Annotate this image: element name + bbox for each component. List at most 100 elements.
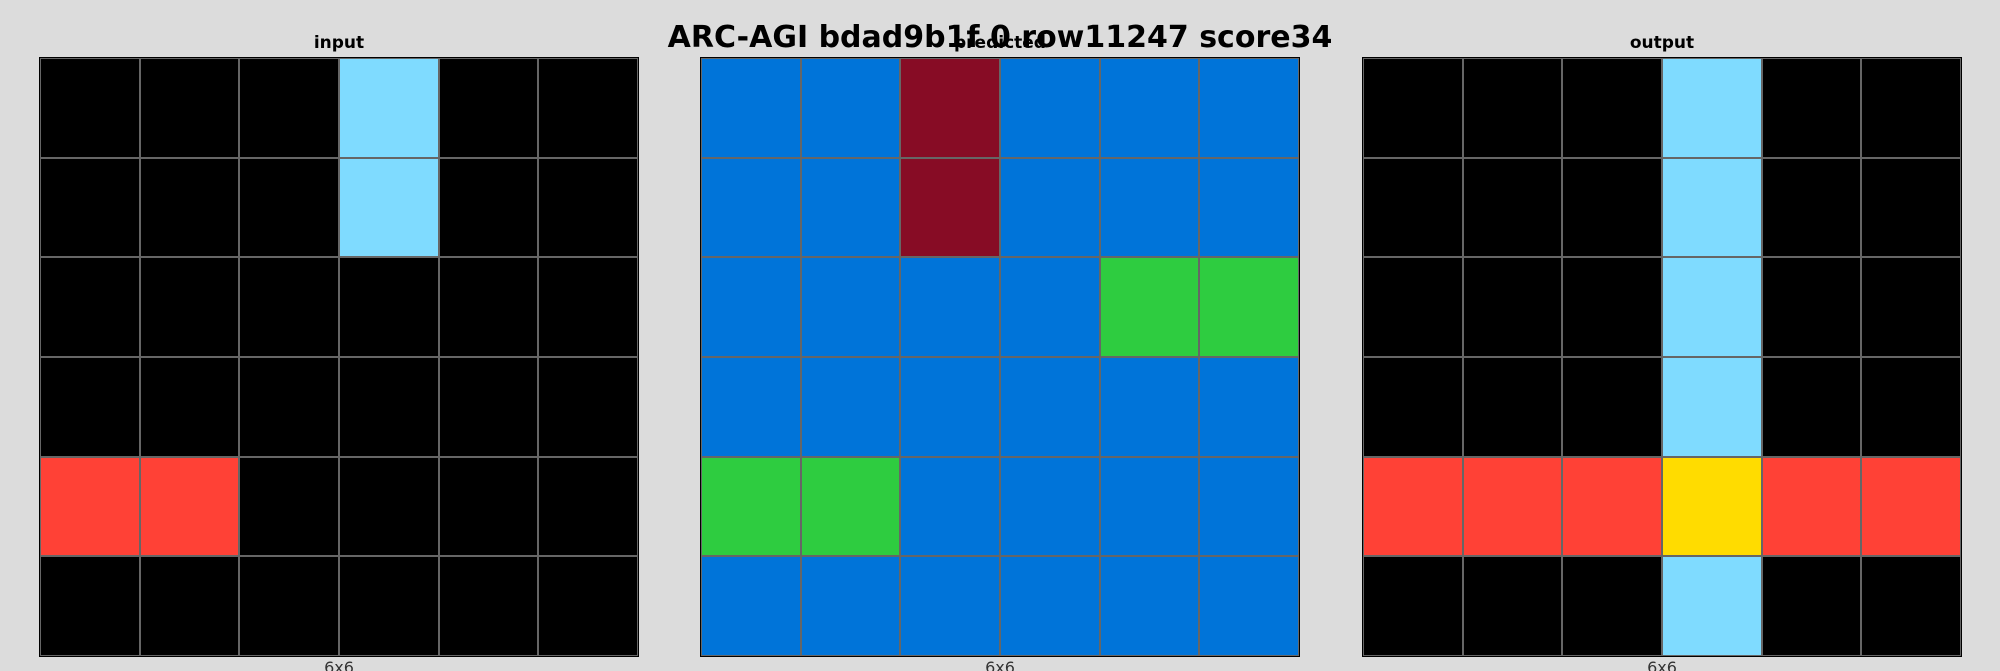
grid-cell — [338, 257, 439, 357]
grid-cell — [999, 157, 1100, 258]
grid-cell — [701, 556, 801, 656]
grid-cell — [1363, 556, 1463, 656]
grid-cell — [538, 157, 638, 258]
grid-cell — [900, 58, 1000, 158]
grid-cell — [1661, 157, 1762, 258]
grid-cell — [1462, 157, 1563, 258]
input-panel: input 6x6 — [39, 0, 639, 671]
grid-cell — [1363, 58, 1463, 158]
grid-cell — [139, 556, 240, 656]
grid-cell — [1462, 356, 1563, 457]
grid-cell — [800, 456, 901, 557]
grid-cell — [40, 257, 140, 357]
grid-cell — [1761, 257, 1862, 357]
grid-cell — [1199, 556, 1299, 656]
grid-cell — [239, 556, 339, 656]
predicted-panel: predicted 6x6 — [700, 0, 1300, 671]
grid-cell — [800, 157, 901, 258]
grid-cell — [701, 456, 801, 557]
grid-cell — [1562, 157, 1662, 258]
grid-cell — [999, 356, 1100, 457]
grid-cell — [1661, 58, 1762, 158]
grid-cell — [1099, 556, 1200, 656]
predicted-grid — [700, 57, 1300, 657]
grid-cell — [438, 58, 539, 158]
grid-cell — [1761, 157, 1862, 258]
grid-cell — [1562, 356, 1662, 457]
grid-cell — [40, 356, 140, 457]
grid-cell — [338, 157, 439, 258]
grid-cell — [1661, 356, 1762, 457]
grid-cell — [1462, 257, 1563, 357]
grid-cell — [1199, 356, 1299, 457]
grid-cell — [1861, 58, 1961, 158]
grid-cell — [701, 157, 801, 258]
grid-cell — [239, 456, 339, 557]
grid-cell — [40, 58, 140, 158]
grid-cell — [338, 456, 439, 557]
figure-title: ARC-AGI bdad9b1f 0 row11247 score34 — [667, 20, 1333, 55]
grid-cell — [40, 556, 140, 656]
grid-cell — [438, 556, 539, 656]
grid-cell — [1661, 257, 1762, 357]
grid-cell — [538, 556, 638, 656]
grid-cell — [1099, 257, 1200, 357]
grid-cell — [1761, 456, 1862, 557]
grid-cell — [1761, 58, 1862, 158]
grid-cell — [800, 58, 901, 158]
grid-cell — [999, 456, 1100, 557]
grid-cell — [1462, 456, 1563, 557]
grid-cell — [438, 356, 539, 457]
grid-cell — [1462, 58, 1563, 158]
grid-cell — [239, 157, 339, 258]
grid-cell — [1199, 58, 1299, 158]
grid-cell — [701, 257, 801, 357]
grid-cell — [1861, 556, 1961, 656]
predicted-grid-dims: 6x6 — [985, 658, 1015, 671]
grid-cell — [139, 58, 240, 158]
grid-cell — [701, 356, 801, 457]
grid-cell — [139, 356, 240, 457]
grid-cell — [999, 257, 1100, 357]
input-panel-label: input — [313, 33, 365, 53]
grid-cell — [538, 356, 638, 457]
grid-cell — [1562, 58, 1662, 158]
grid-cell — [900, 356, 1000, 457]
grid-cell — [1099, 456, 1200, 557]
input-grid-dims: 6x6 — [324, 658, 354, 671]
grid-cell — [701, 58, 801, 158]
grid-cell — [438, 456, 539, 557]
grid-cell — [1761, 556, 1862, 656]
grid-cell — [1363, 356, 1463, 457]
grid-cell — [999, 556, 1100, 656]
grid-cell — [338, 58, 439, 158]
grid-cell — [239, 356, 339, 457]
grid-cell — [1562, 257, 1662, 357]
grid-cell — [1099, 58, 1200, 158]
grid-cell — [40, 157, 140, 258]
grid-cell — [900, 157, 1000, 258]
grid-cell — [1861, 456, 1961, 557]
grid-cell — [239, 58, 339, 158]
grid-cell — [338, 356, 439, 457]
grid-cell — [1562, 456, 1662, 557]
output-grid-dims: 6x6 — [1647, 658, 1677, 671]
grid-cell — [900, 456, 1000, 557]
input-grid — [39, 57, 639, 657]
grid-cell — [40, 456, 140, 557]
grid-cell — [139, 257, 240, 357]
grid-cell — [1099, 356, 1200, 457]
grid-cell — [1562, 556, 1662, 656]
grid-cell — [1661, 456, 1762, 557]
grid-cell — [1363, 456, 1463, 557]
grid-cell — [1761, 356, 1862, 457]
output-grid — [1362, 57, 1962, 657]
grid-cell — [1661, 556, 1762, 656]
output-panel-label: output — [1629, 33, 1695, 53]
grid-cell — [1861, 257, 1961, 357]
grid-cell — [900, 257, 1000, 357]
grid-cell — [1099, 157, 1200, 258]
grid-cell — [1199, 157, 1299, 258]
grid-cell — [438, 257, 539, 357]
